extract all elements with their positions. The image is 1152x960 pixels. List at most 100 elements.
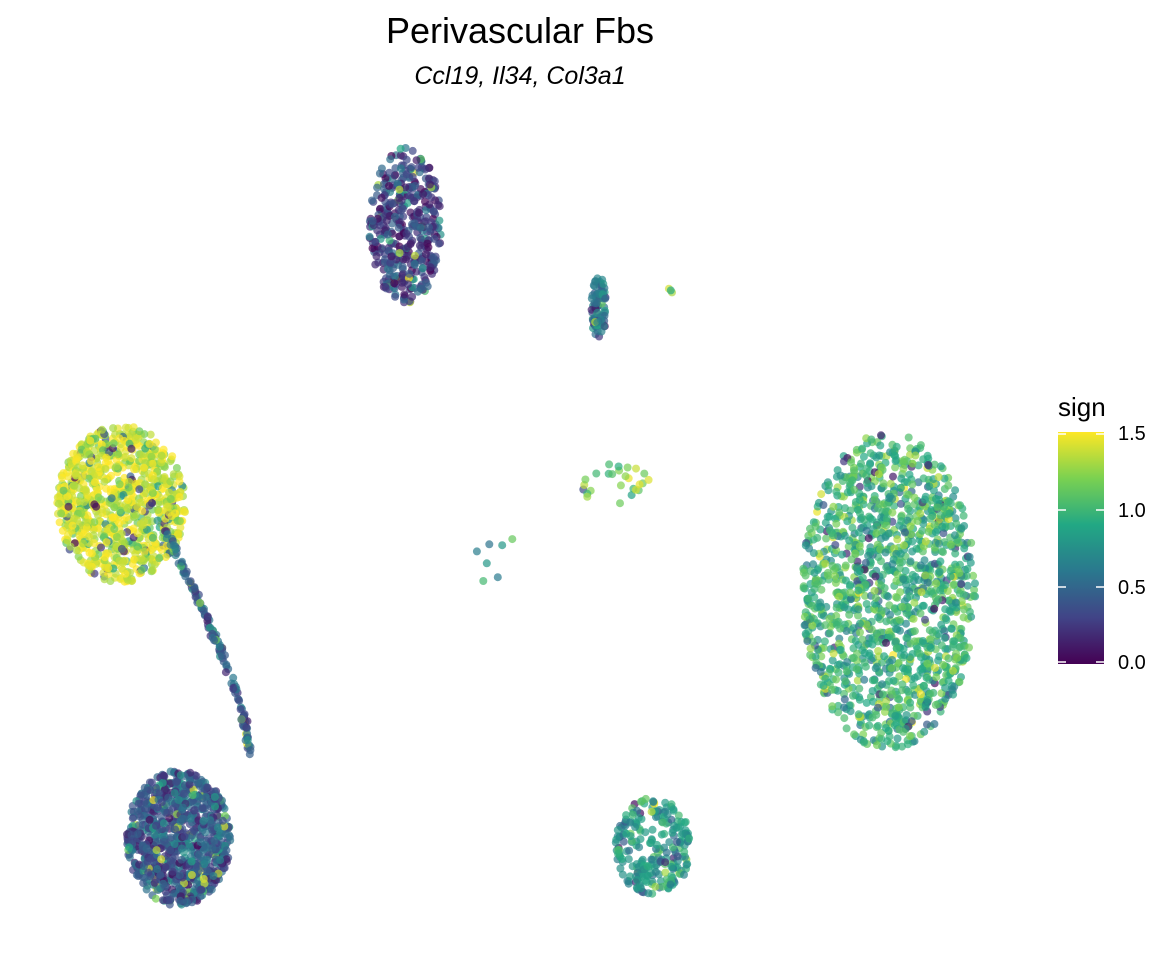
data-point xyxy=(842,627,851,635)
data-point xyxy=(900,541,908,550)
data-point xyxy=(871,593,880,602)
data-point xyxy=(419,190,428,199)
data-point xyxy=(132,870,141,879)
data-point xyxy=(904,433,913,442)
data-point xyxy=(145,815,154,824)
data-point xyxy=(157,855,166,864)
data-point xyxy=(880,652,889,661)
data-point xyxy=(148,489,157,497)
data-point xyxy=(916,561,925,570)
data-point xyxy=(799,584,808,593)
data-point xyxy=(84,474,93,483)
data-point xyxy=(498,541,507,550)
data-point xyxy=(947,685,956,694)
data-point xyxy=(860,738,869,747)
data-point xyxy=(112,533,121,541)
data-point xyxy=(841,561,850,570)
data-point xyxy=(953,653,962,662)
data-point xyxy=(608,470,617,479)
data-point xyxy=(101,563,110,572)
data-point xyxy=(960,544,969,553)
data-point xyxy=(935,539,943,548)
data-point xyxy=(946,499,955,508)
data-point xyxy=(213,811,222,820)
data-point xyxy=(850,485,859,494)
data-point xyxy=(78,473,87,482)
data-point xyxy=(152,846,161,855)
data-point xyxy=(122,513,131,522)
data-point xyxy=(882,507,891,516)
data-point xyxy=(385,266,394,275)
data-point xyxy=(425,200,434,209)
data-point xyxy=(899,575,908,584)
legend-tick-label: 1.0 xyxy=(1118,500,1146,522)
data-point xyxy=(855,695,864,704)
data-point xyxy=(641,828,650,837)
data-point xyxy=(151,838,160,847)
data-point xyxy=(175,517,184,526)
data-point xyxy=(899,727,908,736)
data-point xyxy=(394,223,403,232)
data-point xyxy=(194,867,202,876)
data-point xyxy=(149,475,158,484)
data-point xyxy=(621,472,630,481)
data-point xyxy=(828,702,837,711)
data-point xyxy=(834,661,843,669)
data-point xyxy=(866,514,875,523)
data-point xyxy=(870,586,879,595)
data-point xyxy=(873,741,881,750)
data-point xyxy=(180,815,189,824)
data-point xyxy=(882,697,891,706)
data-point xyxy=(403,199,412,207)
data-point xyxy=(817,652,826,661)
data-point xyxy=(100,575,109,584)
data-point xyxy=(482,559,491,568)
data-point xyxy=(831,572,840,581)
data-point xyxy=(493,573,502,582)
data-point xyxy=(127,831,136,840)
data-point xyxy=(140,463,148,472)
data-point xyxy=(840,695,849,704)
data-point xyxy=(854,611,862,620)
data-point xyxy=(858,444,867,453)
data-point xyxy=(840,703,848,712)
data-point xyxy=(963,565,972,573)
data-point xyxy=(68,521,77,530)
data-point xyxy=(860,649,869,657)
data-point xyxy=(965,553,974,561)
data-point xyxy=(891,463,900,472)
data-point xyxy=(157,545,166,554)
data-point xyxy=(832,487,841,496)
data-point xyxy=(876,441,885,450)
data-point xyxy=(200,859,209,868)
data-point xyxy=(128,814,137,823)
data-point xyxy=(154,506,162,514)
data-point xyxy=(174,796,183,804)
data-point xyxy=(895,615,904,624)
data-point xyxy=(820,637,829,646)
data-point xyxy=(115,519,124,528)
data-point xyxy=(59,469,68,478)
legend-ticks xyxy=(1058,433,1104,663)
data-point xyxy=(856,509,864,518)
data-point xyxy=(55,518,64,527)
data-point xyxy=(600,322,609,331)
data-point xyxy=(410,181,419,190)
data-point xyxy=(242,723,251,732)
data-point xyxy=(647,855,656,864)
data-point xyxy=(186,843,194,852)
data-point xyxy=(644,889,653,898)
data-point xyxy=(146,482,155,491)
data-point xyxy=(398,262,407,271)
data-point xyxy=(592,469,601,478)
data-point xyxy=(955,569,964,577)
data-point xyxy=(936,557,945,566)
data-point xyxy=(851,636,860,645)
data-point xyxy=(847,595,855,603)
data-point xyxy=(817,585,826,594)
data-point xyxy=(867,625,876,634)
data-point xyxy=(932,579,941,588)
data-point xyxy=(892,577,901,585)
data-point xyxy=(135,498,144,507)
data-point xyxy=(872,529,881,538)
